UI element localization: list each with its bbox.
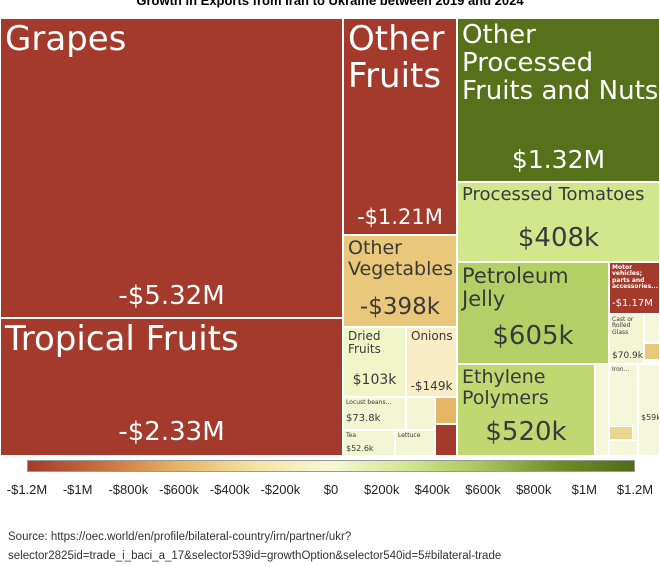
tile-value: $605k (492, 321, 574, 351)
colorbar-tick-label: -$400k (209, 482, 250, 497)
small-tile[interactable] (609, 426, 633, 440)
colorbar-tick-label: -$1M (62, 482, 93, 497)
tile-value: -$5.32M (118, 281, 225, 311)
tile-value: $1.32M (511, 145, 606, 174)
tile-ethylene-polymers[interactable]: Ethylene Polymers $520k (457, 364, 595, 456)
tile-cast-or-rolled-glass[interactable]: Cast or Rolled Glass $70.9k (609, 314, 644, 364)
colorbar-tick-label: -$800k (108, 482, 149, 497)
tile-label: Lettuce (398, 432, 421, 439)
tile-locust-beans[interactable]: Locust beans... $73.8k (343, 397, 406, 430)
small-tile[interactable] (644, 314, 660, 343)
tile-unlabeled-59k[interactable]: $59k (638, 364, 660, 456)
tile-value: $73.8k (346, 413, 381, 424)
small-tile[interactable] (644, 343, 660, 360)
tile-label: Tropical Fruits (5, 319, 239, 359)
tile-label: Tea (346, 432, 357, 439)
tile-onions[interactable]: Onions -$149k (406, 327, 457, 397)
colorbar-tick-label: $800k (515, 482, 552, 497)
tile-lettuce[interactable]: Lettuce (395, 430, 435, 456)
colorbar-tick-label: -$200k (260, 482, 301, 497)
tile-value: -$1.21M (357, 205, 443, 229)
small-tile[interactable] (406, 397, 435, 430)
tile-value: $103k (352, 372, 397, 388)
small-tile[interactable] (595, 364, 609, 456)
colorbar-tick-label: $600k (465, 482, 501, 497)
colorbar-tick-label: $200k (363, 482, 400, 497)
tile-petroleum-jelly[interactable]: Petroleum Jelly $605k (457, 262, 609, 364)
tile-value: $408k (517, 223, 600, 253)
tile-value: $52.6k (346, 444, 374, 453)
tile-other-fruits[interactable]: Other Fruits -$1.21M (343, 18, 457, 235)
tile-label: Iron... (612, 366, 630, 373)
colorbar-tick-label: $1.2M (616, 482, 654, 497)
tile-value: -$149k (410, 379, 453, 393)
source-note: Source: https://oec.world/en/profile/bil… (8, 528, 501, 566)
tile-dried-fruits[interactable]: Dried Fruits $103k (343, 327, 406, 397)
tile-value: -$1.17M (612, 298, 653, 309)
colorbar-tick-label: -$1.2M (6, 482, 48, 497)
tile-label: Cast or Rolled Glass (612, 316, 634, 336)
colorbar-tick-label: $0 (323, 482, 339, 497)
tile-label: Locust beans... (346, 399, 392, 406)
chart-title: Growth in Exports from Iran to Ukraine b… (136, 0, 524, 8)
tile-motor-vehicles[interactable]: Motor vehicles; parts and accessories...… (609, 262, 660, 314)
small-tile[interactable] (435, 424, 457, 456)
tile-label: Ethylene Polymers (462, 366, 549, 409)
colorbar-tick-label: $1M (571, 482, 597, 497)
tile-processed-tomatoes[interactable]: Processed Tomatoes $408k (457, 182, 660, 262)
tile-value: $70.9k (612, 351, 643, 361)
tile-other-vegetables[interactable]: Other Vegetables -$398k (343, 235, 457, 327)
colorbar-tick-label: $400k (414, 482, 451, 497)
tile-label: Motor vehicles; parts and accessories... (612, 264, 658, 291)
tile-value: $520k (485, 417, 567, 447)
tile-label: Petroleum Jelly (462, 264, 569, 311)
tile-other-processed-fruits-and-nuts[interactable]: Other Processed Fruits and Nuts $1.32M (457, 18, 660, 182)
tile-label: Onions (411, 329, 453, 343)
tile-tropical-fruits[interactable]: Tropical Fruits -$2.33M (0, 318, 343, 456)
tile-label: Dried Fruits (348, 329, 381, 356)
tile-label: Other Processed Fruits and Nuts (462, 20, 659, 107)
tile-value: -$398k (359, 294, 441, 320)
tile-label: Processed Tomatoes (462, 184, 645, 205)
small-tile[interactable] (609, 440, 638, 456)
small-tile[interactable] (435, 397, 457, 424)
treemap: Grapes -$5.32M Tropical Fruits -$2.33M O… (0, 18, 660, 456)
tile-value: -$2.33M (118, 417, 225, 447)
source-line: selector2825id=trade_i_baci_a_17&selecto… (8, 550, 502, 562)
source-line: Source: https://oec.world/en/profile/bil… (8, 531, 352, 543)
colorbar-ticks: -$1.2M -$1M -$800k -$600k -$400k -$200k $0 $200… (0, 482, 660, 500)
tile-label: Grapes (5, 19, 127, 59)
colorbar (27, 460, 635, 472)
tile-tea[interactable]: Tea $52.6k (343, 430, 395, 456)
tile-label: Other Fruits (348, 19, 445, 96)
colorbar-tick-label: -$600k (159, 482, 199, 497)
tile-label: Other Vegetables (348, 237, 453, 280)
tile-value: $59k (641, 413, 660, 422)
tile-grapes[interactable]: Grapes -$5.32M (0, 18, 343, 318)
